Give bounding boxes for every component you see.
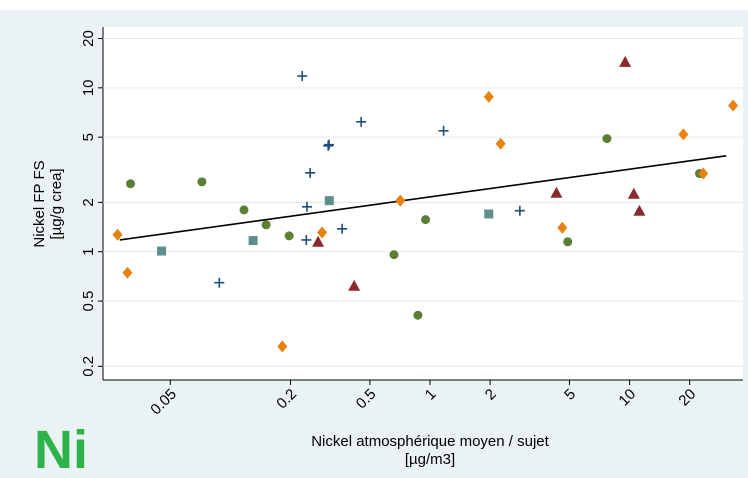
point — [324, 139, 335, 150]
point — [248, 236, 258, 246]
point — [627, 187, 640, 199]
point — [514, 205, 525, 216]
point — [284, 231, 294, 241]
point — [301, 234, 312, 245]
point — [126, 179, 136, 189]
point — [356, 116, 367, 127]
point — [337, 223, 348, 234]
point — [602, 134, 612, 144]
point — [550, 186, 563, 198]
x-axis-label: Nickel atmosphérique moyen / sujet — [311, 433, 549, 450]
point — [557, 221, 568, 234]
point — [324, 196, 334, 206]
point — [297, 71, 308, 82]
point — [495, 137, 506, 150]
point — [197, 177, 207, 187]
point — [438, 125, 449, 136]
y-tick-label: 10 — [80, 79, 97, 96]
point — [698, 167, 709, 180]
point — [122, 266, 133, 279]
point — [239, 205, 249, 215]
y-tick-label: 2 — [80, 198, 97, 206]
point — [277, 340, 288, 353]
fit-line — [119, 154, 727, 241]
point — [633, 204, 646, 216]
y-tick-label: 1 — [80, 248, 97, 256]
point — [395, 194, 406, 207]
point — [348, 279, 361, 291]
point — [317, 226, 328, 239]
y-tick-label: 5 — [80, 133, 97, 141]
point — [112, 228, 123, 241]
point — [728, 99, 739, 112]
x-axis-label: [µg/m3] — [405, 451, 455, 468]
point — [619, 55, 632, 67]
y-tick-label: 20 — [80, 30, 97, 47]
point — [413, 310, 423, 320]
plot-area — [103, 27, 743, 380]
y-axis-label: [µg/g crea] — [48, 168, 65, 239]
point — [302, 201, 313, 212]
point — [323, 140, 334, 151]
point — [563, 237, 573, 247]
point — [484, 209, 494, 219]
y-tick-label: 0.5 — [80, 291, 97, 312]
point — [483, 90, 494, 103]
point — [421, 215, 431, 225]
point — [157, 246, 167, 256]
point — [678, 128, 689, 141]
point — [214, 277, 225, 288]
point — [389, 250, 399, 260]
point — [305, 167, 316, 178]
y-axis-label: Nickel FP FS — [31, 160, 48, 247]
point — [312, 235, 325, 247]
point — [261, 220, 271, 230]
badge: Ni — [34, 420, 88, 478]
y-tick-label: 0.2 — [80, 356, 97, 377]
